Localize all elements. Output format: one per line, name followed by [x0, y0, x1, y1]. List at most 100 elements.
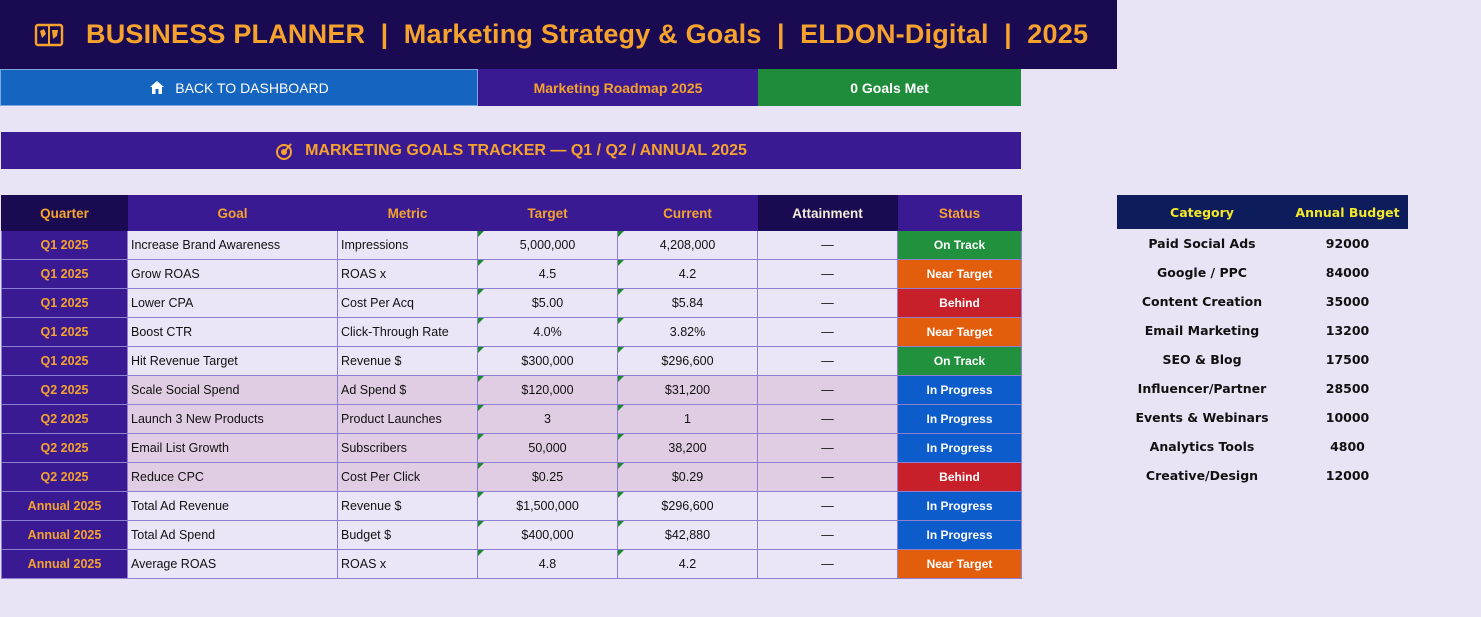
budget-row: SEO & Blog 17500 [1117, 345, 1408, 374]
attainment-cell: — [757, 404, 898, 434]
quarter-cell: Q2 2025 [1, 462, 128, 492]
budget-amount: 4800 [1330, 439, 1365, 454]
back-to-dashboard-label: BACK TO DASHBOARD [175, 79, 329, 96]
table-row: Q2 2025 Email List Growth Subscribers 50,00… [1, 433, 1022, 463]
nav-row: BACK TO DASHBOARD Marketing Roadmap 2025… [0, 69, 1021, 106]
table-row: Q2 2025 Launch 3 New Products Product Laun… [1, 404, 1022, 434]
quarter-cell: Q1 2025 [1, 230, 128, 260]
attainment-cell: — [757, 375, 898, 405]
table-row: Q1 2025 Grow ROAS ROAS x 4.5 4.2— Near Target [1, 259, 1022, 289]
budget-category: Paid Social Ads [1148, 236, 1256, 251]
status-badge: On Track [897, 230, 1022, 260]
budget-row: Analytics Tools 4800 [1117, 432, 1408, 461]
target-cell[interactable]: $120,000 [477, 375, 618, 405]
current-cell[interactable]: 38,200 [617, 433, 758, 463]
target-cell[interactable]: 5,000,000 [477, 230, 618, 260]
goal-cell: Email List Growth [127, 433, 338, 463]
budget-category: Content Creation [1141, 294, 1263, 309]
current-cell[interactable]: 3.82% [617, 317, 758, 347]
target-cell[interactable]: $300,000 [477, 346, 618, 376]
back-to-dashboard-button[interactable]: BACK TO DASHBOARD [0, 69, 478, 106]
budget-row: Influencer/Partner 28500 [1117, 374, 1408, 403]
header-attainment: Attainment [757, 195, 898, 231]
attainment-cell: — [757, 491, 898, 521]
current-cell[interactable]: $31,200 [617, 375, 758, 405]
target-cell[interactable]: $5.00 [477, 288, 618, 318]
target-cell[interactable]: $0.25 [477, 462, 618, 492]
budget-amount: 10000 [1325, 410, 1370, 425]
header-quarter: Quarter [1, 195, 128, 231]
budget-category: Events & Webinars [1135, 410, 1269, 425]
attainment-cell: — [757, 549, 898, 579]
current-cell[interactable]: $296,600 [617, 346, 758, 376]
budget-row: Google / PPC 84000 [1117, 258, 1408, 287]
goal-cell: Launch 3 New Products [127, 404, 338, 434]
budget-category: Google / PPC [1157, 265, 1247, 280]
attainment-cell: — [757, 259, 898, 289]
budget-amount: 84000 [1325, 265, 1370, 280]
table-row: Annual 2025 Total Ad Spend Budget $ $400,00… [1, 520, 1022, 550]
table-row: Q1 2025 Lower CPA Cost Per Acq $5.00 $5.84— B… [1, 288, 1022, 318]
quarter-cell: Q1 2025 [1, 317, 128, 347]
budget-header-category: Category [1170, 204, 1234, 220]
current-cell[interactable]: $0.29 [617, 462, 758, 492]
budget-row: Content Creation 35000 [1117, 287, 1408, 316]
map-book-icon [34, 22, 64, 48]
target-cell[interactable]: 4.5 [477, 259, 618, 289]
header-status: Status [897, 195, 1022, 231]
table-row: Q1 2025 Boost CTR Click-Through Rate 4.0% 3.… [1, 317, 1022, 347]
metric-cell: Revenue $ [337, 491, 478, 521]
goal-cell: Scale Social Spend [127, 375, 338, 405]
quarter-cell: Annual 2025 [1, 520, 128, 550]
header-metric: Metric [337, 195, 478, 231]
budget-amount: 28500 [1325, 381, 1370, 396]
status-badge: In Progress [897, 433, 1022, 463]
budget-row: Creative/Design 12000 [1117, 461, 1408, 490]
current-cell[interactable]: 4,208,000 [617, 230, 758, 260]
goals-tracker-title: MARKETING GOALS TRACKER — Q1 / Q2 / ANNU… [305, 141, 747, 159]
title-bar: BUSINESS PLANNER | Marketing Strategy & … [0, 0, 1117, 69]
table-row: Annual 2025 Total Ad Revenue Revenue $ $1,5… [1, 491, 1022, 521]
status-badge: Near Target [897, 549, 1022, 579]
current-cell[interactable]: $42,880 [617, 520, 758, 550]
status-badge: In Progress [897, 375, 1022, 405]
status-badge: In Progress [897, 520, 1022, 550]
budget-amount: 92000 [1325, 236, 1370, 251]
budget-header-amount: Annual Budget [1295, 204, 1400, 220]
metric-cell: Revenue $ [337, 346, 478, 376]
attainment-cell: — [757, 433, 898, 463]
current-cell[interactable]: 4.2 [617, 259, 758, 289]
current-cell[interactable]: 4.2 [617, 549, 758, 579]
target-cell[interactable]: $400,000 [477, 520, 618, 550]
metric-cell: Product Launches [337, 404, 478, 434]
table-row: Annual 2025 Average ROAS ROAS x 4.8 4.2— Near… [1, 549, 1022, 579]
table-row: Q1 2025 Hit Revenue Target Revenue $ $300,0… [1, 346, 1022, 376]
quarter-cell: Q1 2025 [1, 259, 128, 289]
metric-cell: Ad Spend $ [337, 375, 478, 405]
metric-cell: ROAS x [337, 549, 478, 579]
current-cell[interactable]: 1 [617, 404, 758, 434]
current-cell[interactable]: $5.84 [617, 288, 758, 318]
quarter-cell: Annual 2025 [1, 491, 128, 521]
attainment-cell: — [757, 346, 898, 376]
quarter-cell: Q1 2025 [1, 346, 128, 376]
target-cell[interactable]: 50,000 [477, 433, 618, 463]
metric-cell: Cost Per Click [337, 462, 478, 492]
status-badge: On Track [897, 346, 1022, 376]
attainment-cell: — [757, 520, 898, 550]
status-badge: Near Target [897, 317, 1022, 347]
budget-header-row: Category Annual Budget [1117, 195, 1408, 229]
budget-category: Email Marketing [1144, 323, 1260, 338]
budget-amount: 12000 [1325, 468, 1370, 483]
current-cell[interactable]: $296,600 [617, 491, 758, 521]
target-cell[interactable]: $1,500,000 [477, 491, 618, 521]
target-cell[interactable]: 4.8 [477, 549, 618, 579]
goals-met-label: 0 Goals Met [850, 79, 929, 96]
goals-met-badge: 0 Goals Met [758, 69, 1021, 106]
metric-cell: Budget $ [337, 520, 478, 550]
budget-category: SEO & Blog [1162, 352, 1242, 367]
header-goal: Goal [127, 195, 338, 231]
marketing-roadmap-button[interactable]: Marketing Roadmap 2025 [478, 69, 758, 106]
target-cell[interactable]: 4.0% [477, 317, 618, 347]
target-cell[interactable]: 3 [477, 404, 618, 434]
